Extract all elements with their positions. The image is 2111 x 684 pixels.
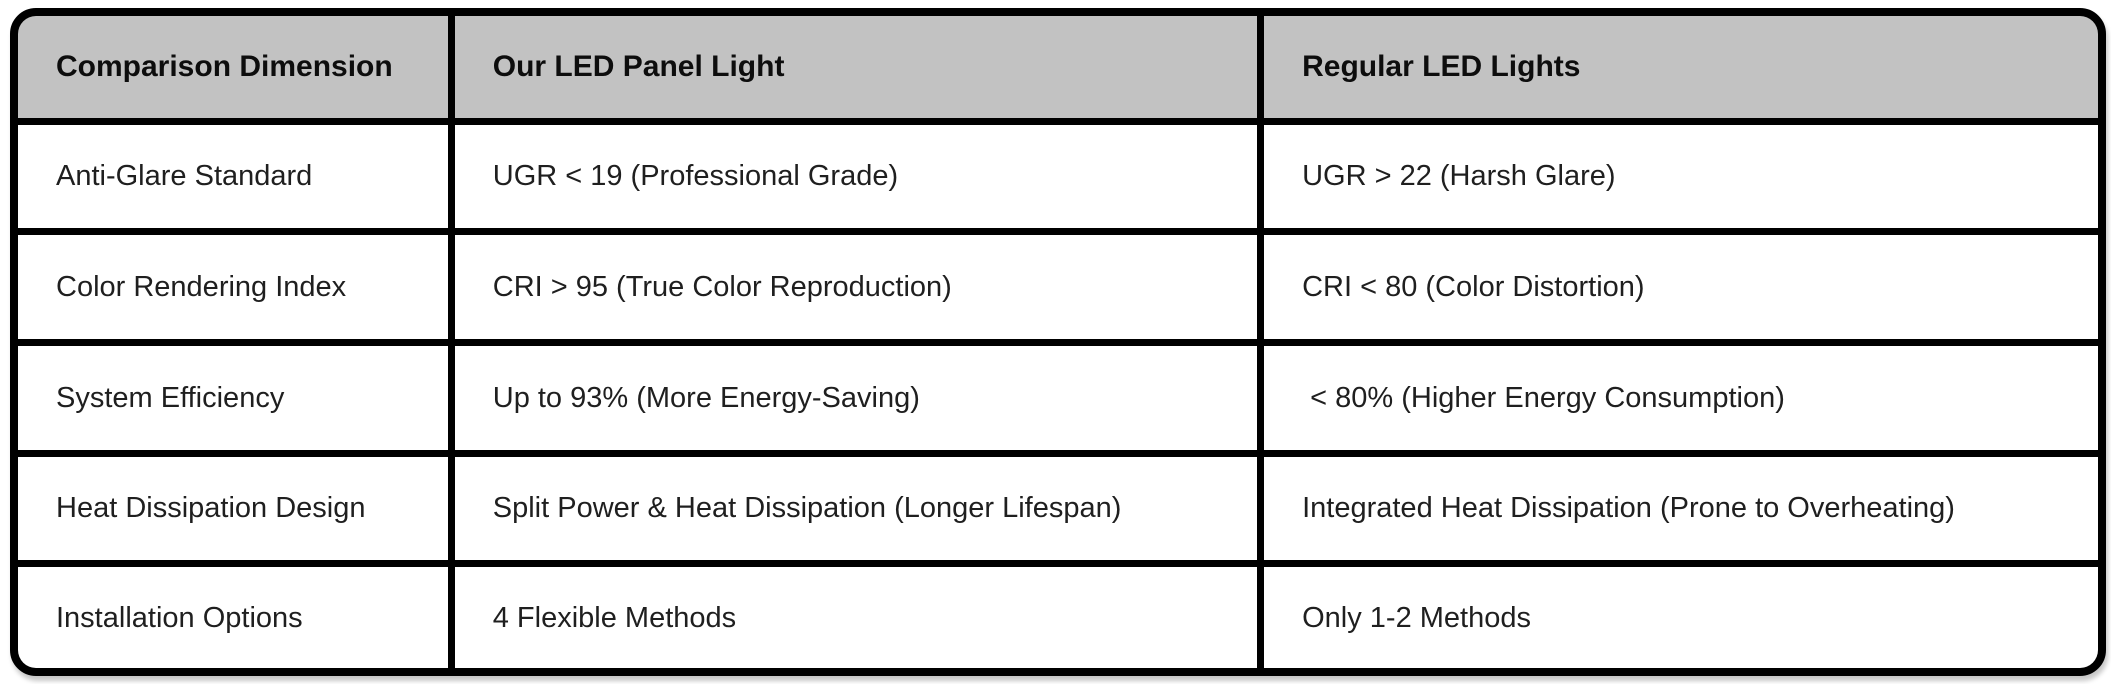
row-heat-dissipation-regular-led-cell: Integrated Heat Dissipation (Prone to Ov…: [1264, 456, 2098, 561]
header-cell-regular-led-lights: Regular LED Lights: [1264, 16, 2098, 118]
header-cell-our-led-panel-light: Our LED Panel Light: [454, 16, 1258, 118]
row-anti-glare-our-led-cell: UGR < 19 (Professional Grade): [454, 124, 1258, 229]
row-anti-glare-regular-led-cell: UGR > 22 (Harsh Glare): [1264, 124, 2098, 229]
comparison-table: Comparison Dimension Our LED Panel Light…: [10, 8, 2106, 676]
header-cell-comparison-dimension: Comparison Dimension: [18, 16, 448, 118]
row-color-rendering-dimension-cell: Color Rendering Index: [18, 235, 448, 339]
row-color-rendering-regular-led-cell: CRI < 80 (Color Distortion): [1264, 235, 2098, 339]
row-installation-options-regular-led-cell: Only 1-2 Methods: [1264, 567, 2098, 668]
row-system-efficiency-regular-led-cell: < 80% (Higher Energy Consumption): [1264, 345, 2098, 450]
row-heat-dissipation-dimension-cell: Heat Dissipation Design: [18, 456, 448, 561]
row-color-rendering-our-led-cell: CRI > 95 (True Color Reproduction): [454, 235, 1258, 339]
row-installation-options-our-led-cell: 4 Flexible Methods: [454, 567, 1258, 668]
row-system-efficiency-dimension-cell: System Efficiency: [18, 345, 448, 450]
row-installation-options-dimension-cell: Installation Options: [18, 567, 448, 668]
row-system-efficiency-our-led-cell: Up to 93% (More Energy-Saving): [454, 345, 1258, 450]
row-heat-dissipation-our-led-cell: Split Power & Heat Dissipation (Longer L…: [454, 456, 1258, 561]
row-anti-glare-dimension-cell: Anti-Glare Standard: [18, 124, 448, 229]
